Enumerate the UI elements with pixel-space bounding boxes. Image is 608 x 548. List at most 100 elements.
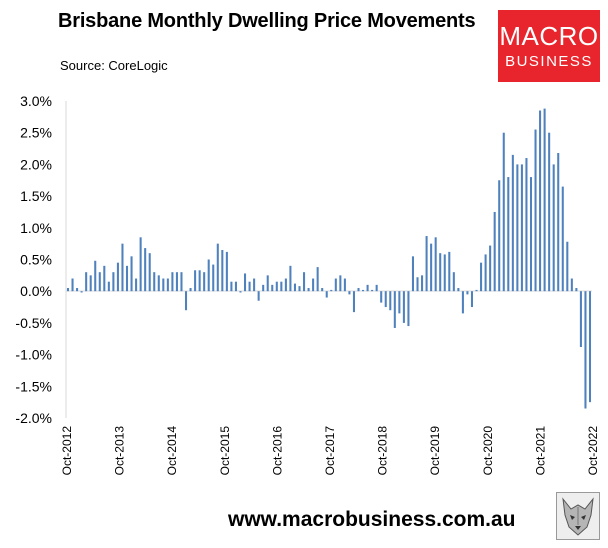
bar bbox=[89, 275, 92, 292]
bar bbox=[303, 272, 306, 292]
bar bbox=[520, 164, 523, 292]
bar bbox=[189, 288, 192, 292]
bar bbox=[384, 291, 387, 308]
bar bbox=[452, 272, 455, 292]
bar bbox=[407, 291, 410, 327]
bar bbox=[480, 262, 483, 292]
logo-line-1: MACRO bbox=[499, 21, 599, 51]
bar bbox=[502, 132, 505, 292]
x-tick-label: Oct-2013 bbox=[113, 426, 127, 476]
bar bbox=[98, 272, 101, 292]
bar bbox=[207, 259, 210, 292]
bar bbox=[375, 284, 378, 292]
bar bbox=[175, 272, 178, 292]
bar bbox=[507, 177, 510, 292]
bar bbox=[402, 291, 405, 323]
bar bbox=[448, 251, 451, 292]
y-tick-label: 1.0% bbox=[20, 220, 52, 236]
x-tick-label: Oct-2014 bbox=[165, 426, 179, 476]
y-tick-label: 3.0% bbox=[20, 93, 52, 109]
bar bbox=[584, 291, 587, 409]
bar bbox=[239, 291, 242, 293]
bar bbox=[194, 270, 197, 292]
bar bbox=[203, 272, 206, 292]
bar bbox=[534, 129, 537, 292]
bar bbox=[348, 291, 351, 295]
bar bbox=[588, 291, 592, 403]
bar bbox=[248, 281, 251, 292]
wolf-logo-icon bbox=[556, 492, 600, 540]
bar bbox=[180, 272, 183, 292]
bar bbox=[421, 275, 424, 292]
bar bbox=[198, 270, 201, 292]
x-tick-label: Oct-2017 bbox=[323, 426, 337, 476]
bar bbox=[116, 262, 119, 292]
bar bbox=[316, 267, 319, 292]
bar bbox=[107, 281, 110, 292]
bar bbox=[525, 158, 528, 292]
bar bbox=[484, 254, 487, 292]
y-tick-label: 0.5% bbox=[20, 252, 52, 268]
bar bbox=[76, 288, 79, 292]
bar bbox=[362, 289, 365, 292]
bar bbox=[293, 283, 296, 292]
bar bbox=[561, 186, 564, 292]
bar bbox=[216, 243, 219, 292]
bar bbox=[575, 288, 578, 292]
bar bbox=[71, 278, 74, 292]
x-tick-label: Oct-2019 bbox=[428, 426, 442, 476]
bar bbox=[121, 243, 124, 292]
bar bbox=[225, 251, 228, 292]
bar bbox=[298, 286, 301, 292]
bar bbox=[234, 281, 237, 292]
bar-series bbox=[66, 108, 592, 409]
bar bbox=[543, 108, 546, 292]
macro-business-logo: MACRO BUSINESS bbox=[498, 10, 600, 82]
bar bbox=[80, 291, 83, 293]
bar bbox=[334, 278, 337, 292]
bar bbox=[411, 256, 414, 292]
x-tick-label: Oct-2012 bbox=[60, 426, 74, 476]
bar bbox=[157, 275, 160, 292]
bar bbox=[184, 291, 188, 311]
bar bbox=[284, 278, 287, 292]
bar bbox=[257, 291, 260, 301]
source-note: Source: CoreLogic bbox=[60, 58, 168, 73]
bar bbox=[552, 164, 555, 292]
bar bbox=[498, 180, 501, 292]
bar bbox=[321, 288, 324, 292]
bar bbox=[489, 245, 492, 292]
bar bbox=[244, 273, 247, 292]
bar bbox=[371, 289, 374, 292]
bar bbox=[148, 253, 151, 292]
bar bbox=[548, 132, 551, 292]
bar bbox=[139, 237, 142, 292]
x-tick-label: Oct-2018 bbox=[376, 426, 390, 476]
bar bbox=[461, 291, 464, 314]
y-tick-label: -1.5% bbox=[15, 378, 52, 394]
chart-title: Brisbane Monthly Dwelling Price Movement… bbox=[58, 10, 476, 32]
bar bbox=[130, 256, 133, 292]
bar bbox=[144, 248, 147, 292]
bar bbox=[125, 265, 129, 292]
bar bbox=[103, 265, 106, 292]
logo-line-2: BUSINESS bbox=[505, 53, 593, 70]
bar bbox=[266, 275, 269, 292]
bar bbox=[366, 284, 369, 292]
bar bbox=[516, 164, 519, 292]
bar bbox=[557, 152, 560, 292]
bar bbox=[230, 281, 233, 292]
bar bbox=[271, 284, 274, 292]
x-tick-labels: Oct-2012 Oct-2013 Oct-2014 Oct-2015 Oct-2016… bbox=[60, 426, 600, 476]
bar bbox=[466, 291, 469, 295]
x-tick-label: Oct-2021 bbox=[533, 426, 547, 476]
bar bbox=[343, 278, 346, 292]
bar bbox=[212, 264, 215, 292]
bar bbox=[579, 291, 582, 347]
bar bbox=[443, 254, 446, 292]
bar bbox=[539, 110, 542, 292]
y-tick-label: 0.0% bbox=[20, 283, 52, 299]
bar bbox=[493, 211, 496, 292]
bar bbox=[85, 272, 88, 292]
bar bbox=[475, 289, 478, 292]
